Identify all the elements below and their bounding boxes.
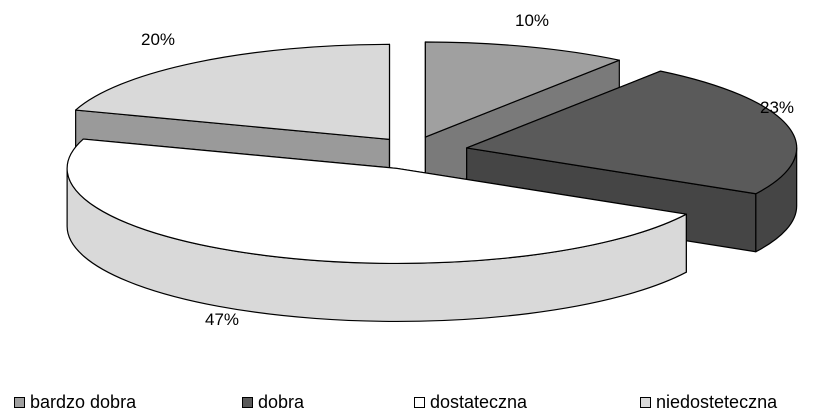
legend-swatch-dobra xyxy=(242,397,253,408)
legend: bardzo dobra dobra dostateczna niedostet… xyxy=(0,392,821,416)
legend-label-dostateczna: dostateczna xyxy=(430,392,528,412)
legend-item-dobra: dobra xyxy=(242,392,304,413)
legend-swatch-dostateczna xyxy=(414,397,425,408)
pie-chart: 10% 23% 47% 20% xyxy=(66,11,798,329)
legend-swatch-niedosteteczna xyxy=(640,397,651,408)
legend-label-bardzo-dobra: bardzo dobra xyxy=(30,392,137,412)
data-label-dostateczna: 47% xyxy=(205,310,239,329)
slice-top-dostateczna xyxy=(66,138,687,264)
legend-label-dobra: dobra xyxy=(258,392,305,412)
legend-item-niedosteteczna: niedosteteczna xyxy=(640,392,777,413)
data-label-bardzo-dobra: 10% xyxy=(515,11,549,30)
data-label-niedosteteczna: 20% xyxy=(141,30,175,49)
pie-tops xyxy=(66,41,798,264)
legend-swatch-bardzo-dobra xyxy=(14,397,25,408)
slice-top-niedosteteczna xyxy=(75,43,391,141)
legend-item-bardzo-dobra: bardzo dobra xyxy=(14,392,136,413)
slice-top-bardzo-dobra xyxy=(424,41,620,138)
legend-item-dostateczna: dostateczna xyxy=(414,392,527,413)
data-label-dobra: 23% xyxy=(760,98,794,117)
legend-label-niedosteteczna: niedosteteczna xyxy=(656,392,778,412)
slice-top-dobra xyxy=(466,70,798,195)
